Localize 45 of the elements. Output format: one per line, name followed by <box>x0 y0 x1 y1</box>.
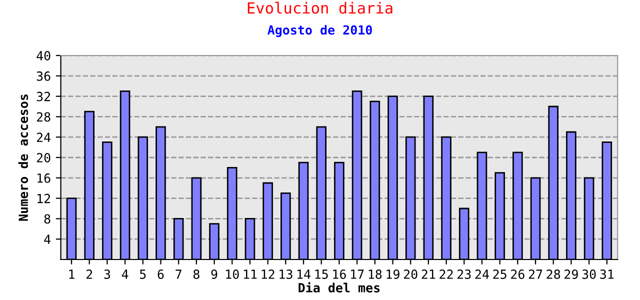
x-tick-label: 31 <box>600 270 614 279</box>
x-tick-label: 26 <box>511 270 524 279</box>
x-tick-label: 15 <box>315 270 328 279</box>
x-tick-label: 23 <box>458 270 471 279</box>
x-tick-label: 5 <box>140 270 146 279</box>
x-tick-label: 28 <box>546 270 560 279</box>
x-axis-title: Dia del mes <box>298 282 380 292</box>
y-tick-label: 28 <box>36 112 50 122</box>
x-tick-label: 11 <box>244 270 257 279</box>
y-tick-label: 12 <box>38 194 50 204</box>
x-tick-label: 10 <box>226 270 239 279</box>
x-tick-label: 21 <box>422 270 436 279</box>
x-tick-label: 4 <box>122 270 128 279</box>
x-tick-label: 9 <box>211 270 218 279</box>
y-tick-label: 24 <box>36 132 50 142</box>
x-tick-label: 14 <box>297 270 310 279</box>
x-tick-label: 16 <box>333 270 346 279</box>
x-tick-label: 25 <box>493 270 506 279</box>
y-tick-label: 16 <box>38 173 50 183</box>
x-tick-label: 20 <box>404 270 418 279</box>
x-tick-label: 29 <box>564 270 578 279</box>
x-tick-label: 8 <box>193 270 200 279</box>
x-tick-label: 18 <box>368 270 382 279</box>
y-tick-label: 36 <box>36 71 50 81</box>
y-axis-title: Numero de accesos <box>18 94 28 221</box>
y-tick-label: 40 <box>36 51 50 60</box>
x-tick-label: 22 <box>440 270 453 279</box>
x-tick-label: 1 <box>69 270 74 279</box>
y-tick-label: 4 <box>44 234 50 244</box>
x-tick-label: 17 <box>351 270 364 279</box>
y-tick-label: 20 <box>36 153 50 162</box>
y-tick-label: 32 <box>36 92 50 102</box>
x-tick-label: 24 <box>475 270 489 279</box>
x-tick-label: 27 <box>528 270 542 279</box>
chart-subtitle: Agosto de 2010 <box>268 25 372 38</box>
x-tick-label: 13 <box>280 270 292 279</box>
x-tick-label: 30 <box>582 270 596 279</box>
x-tick-label: 3 <box>104 270 110 279</box>
x-tick-label: 2 <box>86 270 92 279</box>
x-tick-label: 12 <box>262 270 274 279</box>
x-tick-label: 7 <box>176 270 182 279</box>
x-tick-label: 19 <box>386 270 400 279</box>
x-tick-label: 6 <box>158 270 164 279</box>
chart-title: Evolucion diaria <box>248 2 392 14</box>
y-tick-label: 8 <box>44 214 50 224</box>
